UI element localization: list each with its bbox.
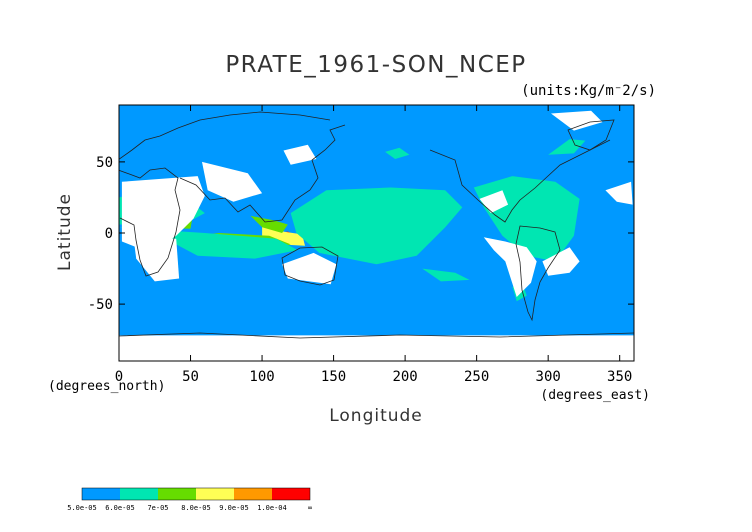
- coast-south-america: [515, 225, 561, 322]
- colorbar-frame: [81, 487, 311, 501]
- x-tick-label: 350: [607, 369, 632, 385]
- colorbar-label: 5.0e-05: [67, 504, 97, 512]
- x-tick-label: 300: [536, 369, 561, 385]
- colorbar-label: 7e-05: [147, 504, 168, 512]
- coast-antarctica: [119, 332, 634, 339]
- colorbar-bin: [234, 488, 272, 500]
- x-tick-label: 200: [392, 369, 417, 385]
- colorbar-bin: [196, 488, 234, 500]
- region-missing-26: [202, 161, 263, 202]
- region-missing-29: [483, 237, 537, 297]
- region-missing-31: [605, 181, 633, 205]
- colorbar-label: 9.0e-05: [219, 504, 249, 512]
- coast-australia: [281, 246, 339, 286]
- region-missing-30: [542, 247, 580, 276]
- colorbar: 5.0e-05 6.0e-05 7e-05 8.0e-05 9.0e-05 1.0e-04…: [67, 487, 312, 512]
- x-tick-label: 0: [115, 369, 123, 385]
- x-tick-label: 150: [321, 369, 346, 385]
- x-axis-note: (degrees_east): [540, 388, 650, 403]
- x-tick-label: 250: [464, 369, 489, 385]
- y-axis-note: (degrees_north): [48, 379, 165, 394]
- coastlines: [119, 111, 634, 339]
- region-missing-24: [121, 176, 205, 253]
- y-tick-label: 50: [96, 155, 113, 171]
- coast-asia: [179, 124, 346, 223]
- coast-greenland: [567, 119, 615, 151]
- region-cyan-18: [119, 227, 298, 259]
- colorbar-label: 1.0e-04: [257, 504, 287, 512]
- y-axis-label: Latitude: [55, 193, 75, 271]
- x-axis-label: Longitude: [329, 406, 423, 426]
- coast-north-america: [429, 139, 611, 223]
- region-cyan-16: [290, 187, 463, 265]
- region-missing-33: [283, 144, 317, 165]
- y-tick-label: -50: [88, 297, 113, 313]
- coast-europe: [119, 111, 331, 160]
- colorbar-label: 8.0e-05: [181, 504, 211, 512]
- region-cyan-20: [422, 268, 470, 282]
- y-tick-label: 0: [105, 226, 113, 242]
- colorbar-bin: [272, 488, 310, 500]
- region-cyan-21: [548, 139, 586, 155]
- region-missing-32: [119, 335, 634, 361]
- colorbar-label: 6.0e-05: [105, 504, 135, 512]
- x-axis-ticks: 0 50 100 150 200 250 300 350: [115, 105, 632, 385]
- x-tick-label: 100: [249, 369, 274, 385]
- chart-title: PRATE_1961-SON_NCEP: [225, 52, 526, 78]
- region-missing-27: [282, 252, 337, 285]
- colorbar-bin: [158, 488, 196, 500]
- region-green-15: [250, 215, 288, 233]
- chart-units: (units:Kg/m⁻2/s): [521, 83, 656, 99]
- region-missing-34: [551, 110, 603, 131]
- region-missing-25: [133, 235, 180, 282]
- colorbar-bin: [120, 488, 158, 500]
- precip-regions: [119, 110, 634, 361]
- region-cyan-22: [385, 147, 410, 159]
- colorbar-bin: [82, 488, 120, 500]
- coast-africa: [119, 167, 181, 277]
- colorbar-label: ∞: [308, 504, 312, 512]
- x-tick-label: 50: [182, 369, 199, 385]
- y-axis-ticks: -50 0 50: [88, 155, 634, 313]
